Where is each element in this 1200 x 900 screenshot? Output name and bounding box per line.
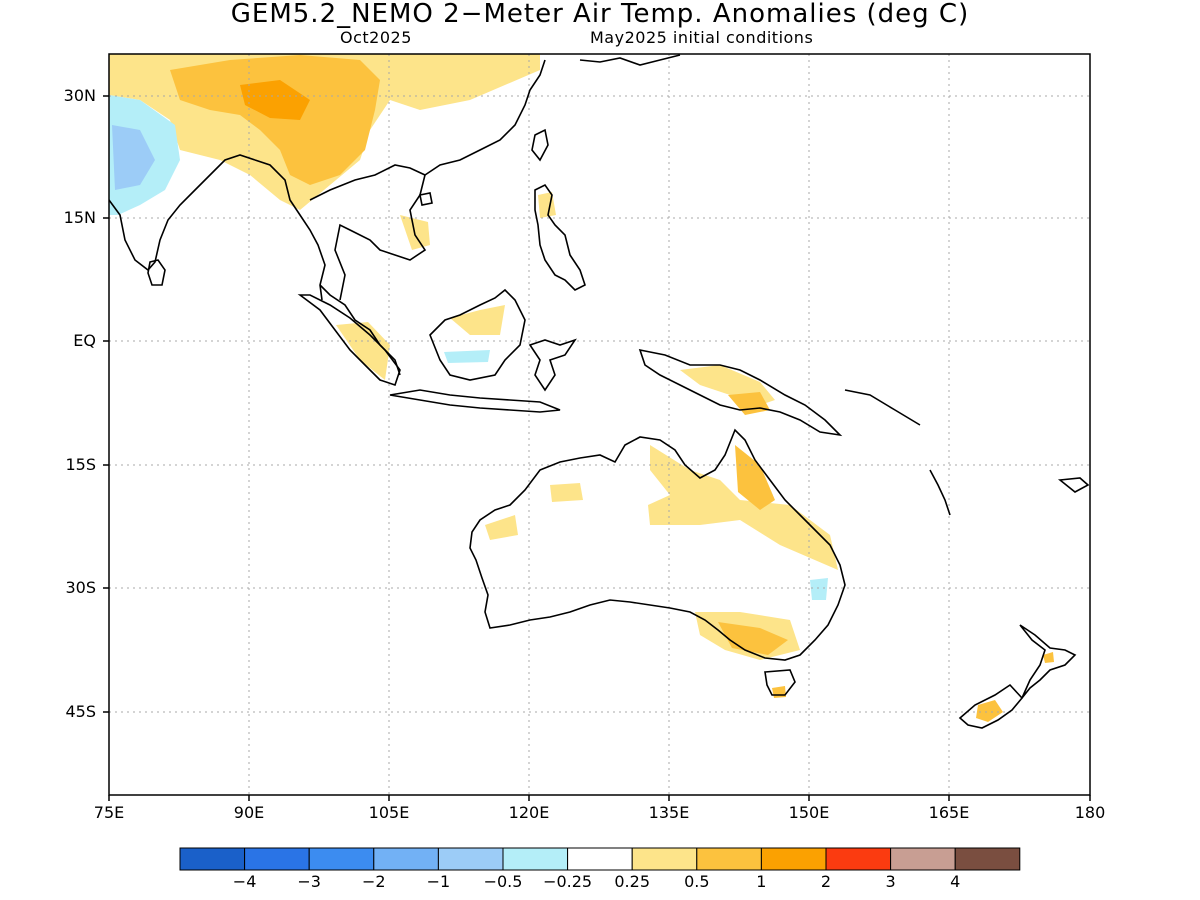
anomaly-region-nz-north [1043,652,1054,663]
coastline-nz-south [958,683,1024,729]
colorbar-label: 0.5 [684,872,710,891]
lat-label-15n: 15N [63,208,96,227]
lat-label-45s: 45S [65,702,96,721]
lat-label-eq: EQ [73,331,96,350]
colorbar-label: −1 [426,872,451,891]
coastline-java [389,389,561,413]
colorbar-swatch-9 [760,847,827,871]
colorbar-swatch-12 [954,847,1021,871]
coastline-vanuatu [929,469,951,516]
anomaly-region-borneo [450,305,505,335]
lon-label-90e: 90E [233,803,265,822]
anomaly-region-aus-kimberley [550,483,583,502]
map-frame [108,53,1091,796]
anomaly-region-tibet-200 [240,80,310,120]
colorbar-label: −2 [362,872,386,891]
colorbar-swatch-2 [308,847,375,871]
coastline-indochina [309,164,427,301]
grid-lines [109,54,1090,795]
colorbar-swatch-0 [179,847,246,871]
coastline-japan [579,54,681,66]
anomaly-shading [109,54,1054,722]
colorbar-label: −0.25 [543,872,593,891]
coastline-sumatra [297,294,401,387]
anomaly-region-aus-north [648,445,838,570]
chart-title: GEM5.2_NEMO 2−Meter Air Temp. Anomalies … [230,0,970,29]
lon-label-105e: 105E [368,803,410,822]
lon-label-150e: 150E [788,803,830,822]
initial-conditions-label: May2025 initial conditions [590,28,814,47]
colorbar-swatch-1 [244,847,310,871]
coastline-india [109,154,256,272]
colorbar-label: 3 [885,872,896,891]
lon-label-120e: 120E [508,803,550,822]
colorbar-swatch-10 [825,847,892,871]
anomaly-region-aus-qld [735,445,775,510]
coastlines [109,54,1090,729]
anomaly-region-tas [772,686,786,698]
colorbar-swatch-4 [437,847,504,871]
lon-label-180: 180 [1074,803,1106,822]
coastline-china [424,59,546,176]
lon-label-165e: 165E [928,803,970,822]
colorbar-label: −4 [232,872,257,891]
coastline-australia [469,428,846,661]
colorbar-swatch-8 [696,847,762,871]
colorbar-label: 0.25 [614,872,650,891]
anomaly-region-png-100 [728,392,770,415]
colorbar [179,847,1021,871]
anomaly-region-philippines [538,192,556,218]
forecast-month: Oct2025 [340,28,412,47]
colorbar-label: 4 [950,872,961,891]
coastline-burma [254,159,326,301]
coastline-solomons [844,389,921,426]
colorbar-swatch-7 [631,847,698,871]
lat-label-15s: 15S [65,455,96,474]
coastline-fiji [1057,477,1090,493]
coastline-newguinea [638,348,843,437]
anomaly-region-tibet-100 [170,55,380,185]
colorbar-swatch-5 [502,847,569,871]
lon-label-75e: 75E [93,803,125,822]
coastline-malay [319,284,401,376]
colorbar-swatch-11 [890,847,956,871]
coastline-nz-north [1019,624,1077,699]
colorbar-swatch-6 [567,847,633,871]
anomaly-region-aus-wa [485,515,518,540]
axis-ticks [103,95,1091,801]
lat-label-30n: 30N [63,86,96,105]
coastline-taiwan [531,128,549,162]
coastline-hainan [419,192,433,206]
anomaly-region-aus-qld-neg [810,578,828,600]
colorbar-swatch-3 [373,847,439,871]
colorbar-label: 2 [820,872,832,891]
coastline-borneo [429,288,526,381]
anomaly-region-sumatra [336,322,390,380]
anomaly-region-nz [976,700,1003,722]
anomaly-region-india-neg050 [112,125,155,190]
lat-label-30s: 30S [65,578,96,597]
colorbar-label: −0.5 [483,872,523,891]
coastline-srilanka [147,259,166,286]
coastline-philippines [534,183,586,291]
coastline-sulawesi [528,338,577,392]
anomaly-region-aus-south-100 [718,622,788,655]
anomaly-region-borneo-neg [444,350,490,363]
colorbar-label: −3 [297,872,321,891]
coastline-tasmania [764,669,796,696]
colorbar-label: 1 [756,872,767,891]
lon-label-135e: 135E [648,803,690,822]
